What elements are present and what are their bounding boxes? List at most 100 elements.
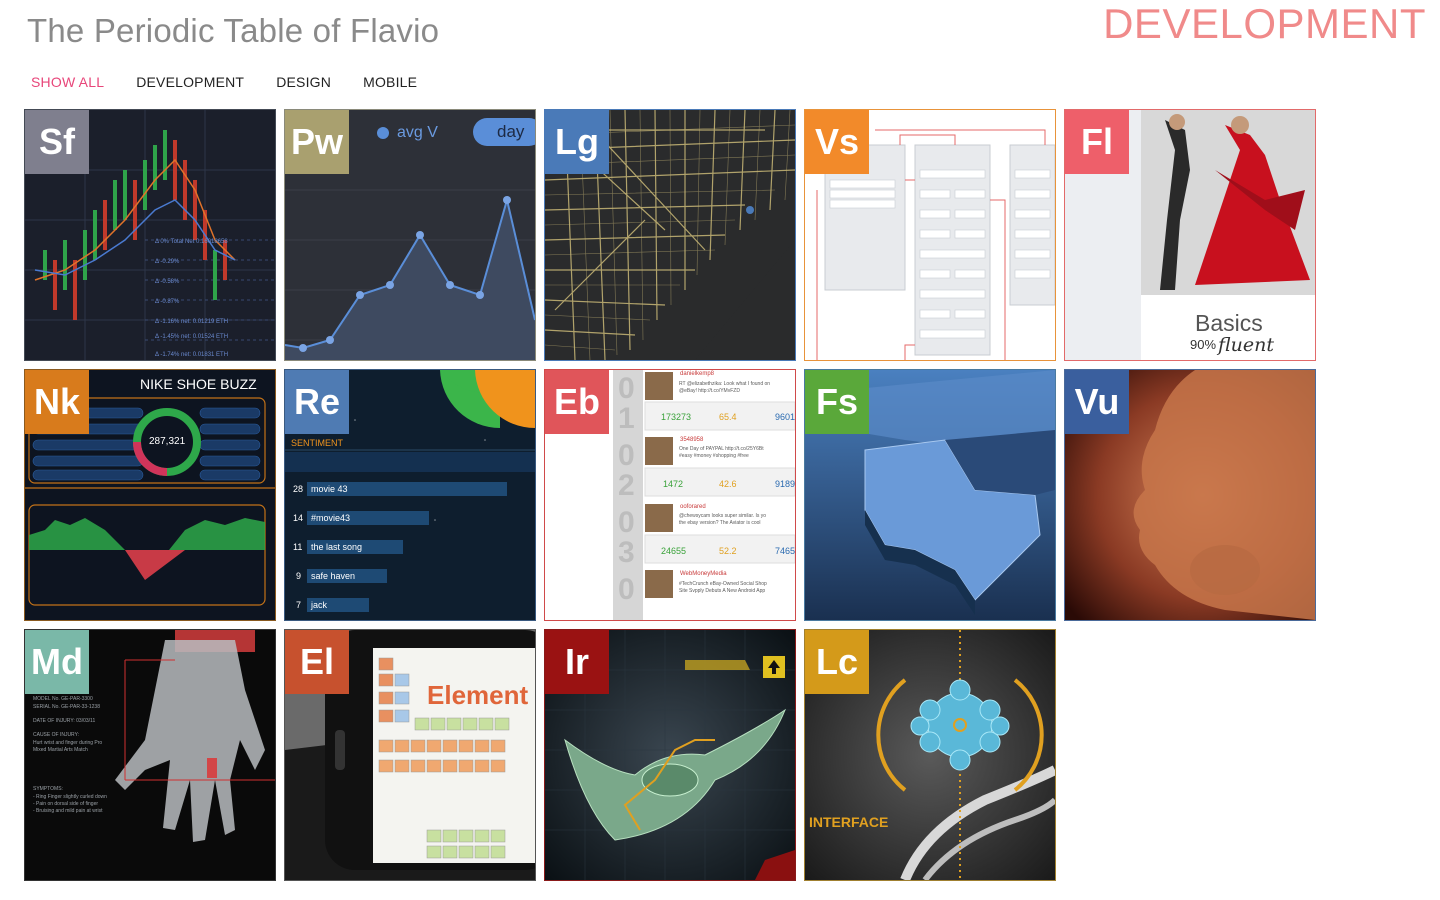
filter-mobile[interactable]: MOBILE [363,74,418,90]
bar-label: #movie43 [311,513,351,523]
tile-symbol: Fl [1065,110,1129,174]
filter-development[interactable]: DEVELOPMENT [136,74,245,90]
metric-value: 9189 [775,479,796,489]
svg-text:0: 0 [618,506,635,539]
tile-fl[interactable]: Basics 90% fluent Fl [1064,109,1316,361]
filter-show-all[interactable]: SHOW ALL [31,74,105,90]
svg-text:the ebay version? The Aviator: the ebay version? The Aviator is cool [679,520,761,526]
book-subtitle-percent: 90% [1190,337,1217,352]
section-label: SENTIMENT [291,438,344,448]
tile-symbol: Vu [1065,370,1129,434]
tile-symbol: Re [285,370,349,434]
metric-value: 24655 [661,546,687,556]
tile-symbol: Lc [805,630,869,694]
svg-text:Δ -0.87%: Δ -0.87% [155,299,180,305]
site-title: The Periodic Table of Flavio [27,12,440,49]
bar-label: movie 43 [311,484,348,494]
current-section-title: DEVELOPMENT [1103,0,1426,47]
svg-text:Site Svpply Debuts A New Andro: Site Svpply Debuts A New Android App [679,588,765,594]
metric-value: 9601 [775,412,796,422]
tweet-user: WebMoneyMedia [680,571,727,577]
svg-text:RT @elizabethzika: Look what I: RT @elizabethzika: Look what I found on [679,381,770,387]
bar-count: 11 [293,542,303,552]
tile-nk[interactable]: NIKE SHOE BUZZ 287,321 Nk [24,369,276,621]
book-subtitle-word: fluent [1218,334,1275,356]
period-toggle: day [497,122,525,141]
tile-symbol: Eb [545,370,609,434]
svg-text:Δ -1.74% net: 0.01831 ETH: Δ -1.74% net: 0.01831 ETH [155,352,228,358]
svg-text:Δ -1.16% net: 0.01219 ETH: Δ -1.16% net: 0.01219 ETH [155,319,228,325]
bar-label: safe haven [311,571,356,581]
legend-label: avg V [397,124,438,141]
svg-text:SYMPTOMS:: SYMPTOMS: [33,786,63,792]
metric-value: 52.2 [719,546,737,556]
svg-text:- Pain on dorsal side of finge: - Pain on dorsal side of finger [33,801,98,807]
tile-symbol: Nk [25,370,89,434]
svg-text:1: 1 [618,402,635,435]
city-map-image [545,110,795,360]
svg-text:@chewsycam looks super similar: @chewsycam looks super similar. Is yo [679,513,766,519]
app-title: Element [427,680,529,710]
tweet-user: danielkemp8 [680,371,715,377]
svg-text:Δ 0% Total Net 0.16018658: Δ 0% Total Net 0.16018658 [155,239,228,245]
tile-vu[interactable]: Vu [1064,369,1316,621]
tile-ir[interactable]: Ir [544,629,796,881]
bar-count: 14 [293,513,304,523]
book-title: Basics [1195,310,1263,336]
metric-value: 1472 [663,479,684,489]
svg-text:0: 0 [618,439,635,472]
svg-text:2: 2 [618,469,635,502]
svg-text:CAUSE OF INJURY:: CAUSE OF INJURY: [33,732,79,738]
svg-text:Mixed Martial Arts Match: Mixed Martial Arts Match [33,747,88,753]
tile-lc[interactable]: INTERFACE Lc [804,629,1056,881]
tweet-user: ooforared [680,504,706,510]
svg-text:0: 0 [618,372,635,405]
tile-pw[interactable]: avg V day Pw [284,109,536,361]
svg-text:Δ -0.29%: Δ -0.29% [155,259,180,265]
gauge-value: 287,321 [149,436,186,447]
tile-re[interactable]: SENTIMENT 28 movie 43 14 #movie43 11 the… [284,369,536,621]
svg-text:3: 3 [618,536,635,569]
filter-design[interactable]: DESIGN [276,74,332,90]
tile-symbol: Sf [25,110,89,174]
dashboard-headline: NIKE SHOE BUZZ [140,376,257,392]
svg-text:One Day of PAYPAL http://t.co/: One Day of PAYPAL http://t.co/25Y6Bt [679,446,764,452]
tile-symbol: El [285,630,349,694]
bar-count: 7 [296,600,302,610]
interface-label: INTERFACE [809,814,889,830]
wave-chart-image [285,110,535,360]
svg-text:- Ring Finger slightly curled: - Ring Finger slightly curled down [33,794,107,800]
tile-symbol: Md [25,630,89,694]
tile-md[interactable]: MODEL No. GE-PAR-3300 SERIAL No. GE-PAR-3… [24,629,276,881]
svg-text:0: 0 [618,573,635,606]
metric-value: 7465 [775,546,796,556]
svg-text:- Bruising and mild pain at wr: - Bruising and mild pain at wrist [33,808,103,814]
svg-text:#easy #money #shopping #free: #easy #money #shopping #free [679,453,749,459]
bar-label: jack [311,600,328,610]
tile-sf[interactable]: Δ 0% Total Net 0.16018658 Δ -0.29% Δ -0.5… [24,109,276,361]
tile-symbol: Ir [545,630,609,694]
metric-value: 42.6 [719,479,737,489]
svg-text:#TechCrunch eBay-Owned Social: #TechCrunch eBay-Owned Social Shop [679,581,767,587]
tile-vs[interactable]: Vs [804,109,1056,361]
svg-text:Δ -0.58%: Δ -0.58% [155,279,180,285]
bar-count: 28 [293,484,304,494]
metric-value: 65.4 [719,412,737,422]
metric-value: 173273 [661,412,692,422]
tile-symbol: Fs [805,370,869,434]
tile-symbol: Pw [285,110,349,174]
svg-text:MODEL No. GE-PAR-3300: MODEL No. GE-PAR-3300 [33,696,93,702]
bar-label: the last song [311,542,363,552]
svg-text:Hurt wrist and finger during P: Hurt wrist and finger during Pro [33,740,102,746]
tweet-user: 3548958 [680,437,704,443]
svg-text:Δ -1.45% net: 0.01524 ETH: Δ -1.45% net: 0.01524 ETH [155,334,228,340]
bar-count: 9 [296,571,302,581]
elements-app-phone-image [285,630,535,880]
tile-symbol: Vs [805,110,869,174]
tile-el[interactable]: Element El [284,629,536,881]
filter-nav: SHOW ALL DEVELOPMENT DESIGN MOBILE [31,74,417,90]
tile-fs[interactable]: Fs [804,369,1056,621]
stock-chart-image: Δ 0% Total Net 0.16018658 Δ -0.29% Δ -0.5… [25,110,275,360]
tile-lg[interactable]: Lg [544,109,796,361]
